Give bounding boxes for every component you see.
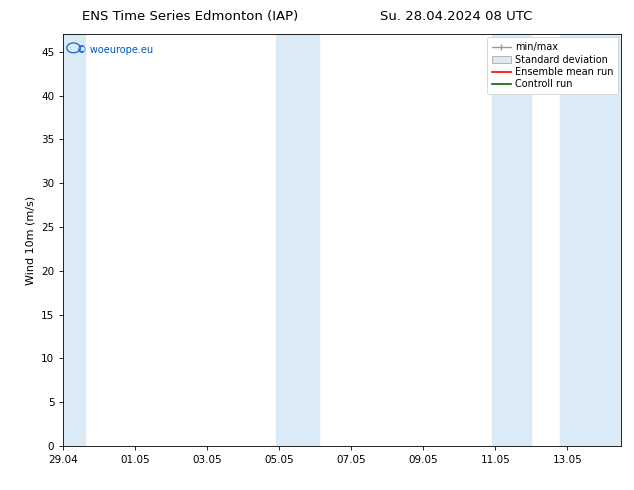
Bar xyxy=(60,34,85,446)
Text: ENS Time Series Edmonton (IAP): ENS Time Series Edmonton (IAP) xyxy=(82,10,299,23)
Bar xyxy=(560,34,625,446)
Bar xyxy=(276,34,319,446)
Text: Su. 28.04.2024 08 UTC: Su. 28.04.2024 08 UTC xyxy=(380,10,533,23)
Bar xyxy=(492,34,531,446)
Legend: min/max, Standard deviation, Ensemble mean run, Controll run: min/max, Standard deviation, Ensemble me… xyxy=(487,37,618,94)
Text: © woeurope.eu: © woeurope.eu xyxy=(77,45,153,54)
Y-axis label: Wind 10m (m/s): Wind 10m (m/s) xyxy=(25,196,36,285)
